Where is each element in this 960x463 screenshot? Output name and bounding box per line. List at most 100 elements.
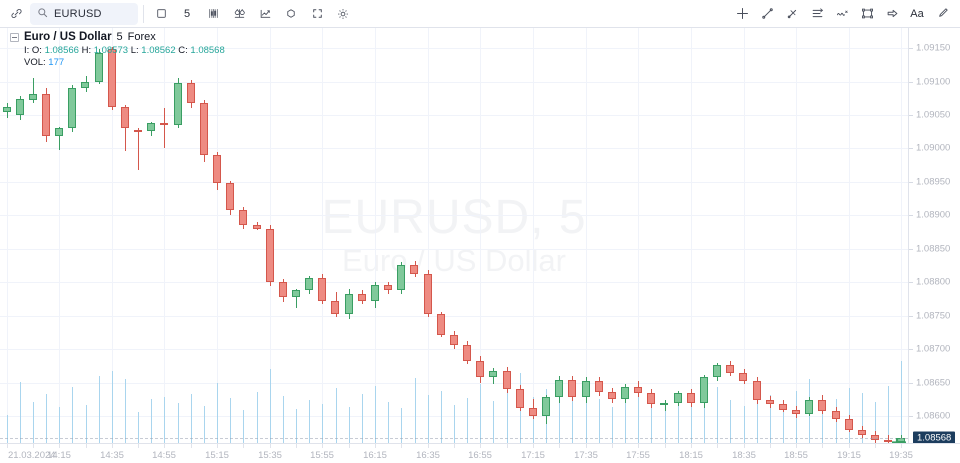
volume-bar [651,393,652,443]
candle-wick [296,289,297,308]
rectangle-tool-button[interactable] [855,3,879,25]
volume-bar [33,402,34,443]
settings-gear-button[interactable] [331,3,355,25]
legend-close-value: 1.08568 [190,45,225,56]
grid-line-vertical [638,28,639,443]
price-tick [909,282,913,284]
indicators-button[interactable] [201,3,225,25]
pitchfork-tool-button[interactable] [830,3,854,25]
volume-bar [507,392,508,443]
legend-exchange: Forex [127,31,156,43]
time-tick [401,444,402,448]
candle-wick [138,128,139,170]
grid-line-vertical [901,28,902,443]
time-tick [691,444,692,448]
price-axis-label: 1.09150 [916,42,951,54]
candle-body [81,81,90,89]
grid-line-horizontal [0,315,908,317]
time-tick [191,444,192,448]
volume-bar [217,382,218,443]
fib-tool-button[interactable] [780,3,804,25]
time-tick [375,444,376,448]
price-tick [909,315,913,317]
time-tick [296,444,297,448]
candle-body [489,370,498,378]
candle-body [371,285,380,302]
time-tick [7,444,8,448]
time-tick [586,444,587,448]
chart-watermark: EURUSD, 5 Euro / US Dollar [0,28,908,443]
time-axis[interactable]: 21.03.2024 14:15 14:35 14:55 15:15 15:35 15:55… [0,443,960,463]
candle-body [568,380,577,398]
time-axis-label: 16:55 [468,450,492,461]
price-tick [909,115,913,117]
current-price-badge[interactable]: 1.08568 [913,431,956,445]
collapse-icon[interactable] [10,32,19,42]
candle-body [226,183,235,211]
text-tool-button[interactable]: Aa [910,7,924,20]
time-axis-label: 17:15 [521,450,545,461]
grid-line-vertical [59,28,60,443]
volume-bar [375,385,376,443]
candle-body [253,224,262,229]
time-tick [86,444,87,448]
arrow-tool-button[interactable] [880,3,904,25]
candle-body [766,400,775,405]
time-axis-label: 18:55 [784,450,808,461]
candle-body [634,386,643,394]
price-axis-label: 1.09050 [916,109,951,121]
time-tick [665,444,666,448]
volume-bar [783,404,784,443]
candle-body [713,365,722,378]
link-icon[interactable] [4,3,28,25]
candle-body [884,440,893,443]
time-axis-label: 16:15 [363,450,387,461]
volume-bar [178,403,179,443]
grid-line-horizontal [0,81,908,83]
legend-high-value: 1.08573 [93,45,129,56]
volume-bar [888,385,889,443]
candle-wick [164,108,165,149]
horizontal-lines-tool-button[interactable] [805,3,829,25]
candle-body [147,123,156,132]
grid-line-vertical [533,28,534,443]
candle-body [305,278,314,291]
chart-container: EURUSD, 5 Euro / US Dollar Euro / US Dol… [0,28,960,463]
symbol-search-input[interactable]: EURUSD [30,2,138,25]
volume-bar [730,399,731,443]
crosshair-tool-button[interactable] [730,3,754,25]
legend-ohlc-prefix: I: [24,45,32,56]
chart-type-candles-button[interactable] [149,3,173,25]
time-tick [507,444,508,448]
price-plot-area[interactable]: EURUSD, 5 Euro / US Dollar [0,28,908,443]
grid-line-horizontal [0,349,908,351]
price-tick [909,248,913,250]
volume-bar [204,406,205,443]
brush-tool-button[interactable] [930,3,954,25]
interval-button[interactable]: 5 [183,7,191,20]
symbol-value: EURUSD [54,7,102,20]
candle-body [792,409,801,414]
candle-wick [665,400,666,411]
compare-button[interactable] [227,3,251,25]
candle-body [871,434,880,441]
grid-line-horizontal [0,181,908,183]
volume-bar [296,409,297,443]
price-axis[interactable]: 1.09150 1.09100 1.09050 1.09000 1.08950 1.089… [908,28,960,445]
volume-bar [467,397,468,443]
volume-bar [901,361,902,443]
volume-bar [99,376,100,443]
time-tick [480,444,481,448]
price-axis-label: 1.08800 [916,276,951,288]
time-tick [138,444,139,448]
fullscreen-button[interactable] [305,3,329,25]
time-tick [33,444,34,448]
price-axis-label: 1.08750 [916,310,951,322]
chart-style-button[interactable] [253,3,277,25]
volume-bar [454,405,455,443]
trend-line-tool-button[interactable] [755,3,779,25]
replay-button[interactable] [279,3,303,25]
volume-bar [125,378,126,443]
legend-volume-value: 177 [48,57,65,68]
